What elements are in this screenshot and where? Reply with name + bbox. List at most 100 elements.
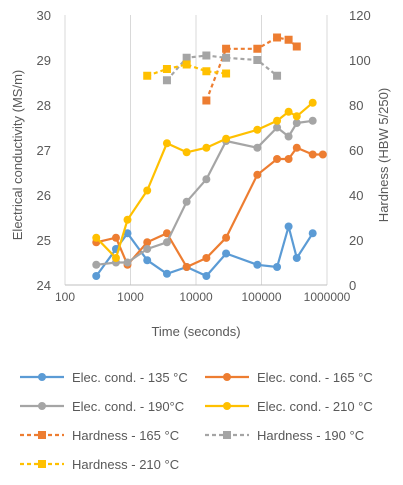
data-point — [182, 60, 191, 69]
legend-item: Elec. cond. - 165 °C — [205, 370, 373, 385]
labels-layer: Time (seconds) Electrical conductivity (… — [10, 70, 391, 339]
data-point — [308, 98, 317, 107]
data-point — [162, 238, 171, 247]
data-point — [222, 249, 231, 258]
legend-item: Hardness - 165 °C — [20, 428, 179, 443]
y-left-tick-label: 27 — [37, 143, 51, 158]
legend-label: Elec. cond. - 190°C — [72, 399, 184, 414]
data-point — [143, 245, 152, 253]
series-0 — [92, 222, 317, 280]
data-point — [292, 254, 301, 262]
data-point — [162, 76, 171, 85]
series-5 — [162, 51, 282, 85]
series-2 — [92, 116, 317, 269]
data-point — [202, 96, 211, 105]
data-point — [292, 119, 301, 127]
legend-label: Elec. cond. - 210 °C — [257, 399, 373, 414]
data-point — [284, 155, 293, 163]
legend-item: Hardness - 210 °C — [20, 457, 179, 472]
legend-label: Hardness - 210 °C — [72, 457, 179, 472]
data-point — [273, 155, 282, 163]
data-point — [308, 229, 317, 238]
data-point — [202, 67, 211, 76]
legend-label: Elec. cond. - 135 °C — [72, 370, 188, 385]
data-point — [162, 65, 171, 73]
legend-label: Hardness - 165 °C — [72, 428, 179, 443]
legend-item: Elec. cond. - 135 °C — [20, 370, 188, 385]
y-left-tick-label: 25 — [37, 233, 51, 248]
legend: Elec. cond. - 135 °C Elec. cond. - 165 °C… — [20, 370, 373, 472]
data-point — [284, 222, 293, 231]
data-point — [202, 272, 211, 280]
data-point — [222, 134, 231, 143]
data-point — [123, 229, 132, 238]
data-point — [292, 112, 301, 121]
data-point — [162, 229, 171, 238]
y-axis-left-title: Electrical conductivity (MS/m) — [10, 70, 25, 240]
y-left-tick-label: 26 — [37, 188, 51, 203]
legend-label: Hardness - 190 °C — [257, 428, 364, 443]
data-point — [202, 51, 211, 60]
y-axis-right-title: Hardness (HBW 5/250) — [376, 88, 391, 222]
y-right-tick-label: 80 — [349, 98, 363, 113]
data-point — [222, 233, 231, 242]
data-point — [222, 53, 231, 62]
series-3 — [92, 98, 317, 262]
y-left-tick-label: 29 — [37, 53, 51, 68]
data-point — [284, 132, 293, 141]
data-point — [202, 175, 211, 184]
data-point — [253, 125, 262, 134]
series-4 — [202, 33, 301, 105]
legend-marker — [38, 402, 46, 410]
series-line — [96, 119, 313, 266]
data-point — [284, 35, 293, 44]
legend-marker — [38, 460, 46, 468]
x-tick-label: 1000 — [117, 290, 144, 304]
data-point — [143, 238, 152, 247]
data-point — [292, 143, 301, 152]
data-point — [123, 215, 132, 224]
data-point — [222, 44, 231, 53]
data-point — [182, 53, 191, 62]
series-6 — [143, 60, 231, 80]
data-point — [182, 197, 191, 206]
data-point — [143, 71, 152, 80]
data-point — [273, 263, 282, 271]
data-point — [273, 71, 282, 80]
data-point — [143, 186, 152, 195]
data-point — [253, 143, 262, 152]
y-right-tick-label: 60 — [349, 143, 363, 158]
data-point — [273, 123, 282, 132]
y-left-tick-label: 24 — [37, 278, 51, 293]
x-axis-title: Time (seconds) — [151, 324, 240, 339]
data-point — [253, 44, 262, 53]
y-right-tick-label: 100 — [349, 53, 371, 68]
legend-marker — [223, 431, 231, 439]
data-point — [308, 150, 317, 159]
data-point — [308, 116, 317, 125]
y-left-tick-label: 28 — [37, 98, 51, 113]
series-layer — [92, 33, 327, 280]
axes-layer: 100 1000 10000 100000 1000000 24 25 26 27 28 29 30 0… — [37, 8, 371, 304]
data-point — [284, 107, 293, 116]
data-point — [162, 269, 171, 278]
data-point — [253, 170, 262, 179]
legend-item: Elec. cond. - 210 °C — [205, 399, 373, 414]
data-point — [143, 256, 152, 265]
x-tick-label: 10000 — [179, 290, 213, 304]
data-point — [202, 254, 211, 262]
x-tick-label: 100000 — [241, 290, 281, 304]
legend-marker — [223, 402, 231, 410]
x-tick-label: 1000000 — [304, 290, 351, 304]
legend-marker — [223, 373, 231, 381]
data-point — [111, 233, 120, 242]
data-point — [111, 254, 120, 262]
data-point — [92, 272, 101, 280]
data-point — [222, 69, 231, 78]
legend-label: Elec. cond. - 165 °C — [257, 370, 373, 385]
data-point — [182, 263, 191, 271]
data-point — [162, 139, 171, 148]
legend-marker — [38, 431, 46, 439]
